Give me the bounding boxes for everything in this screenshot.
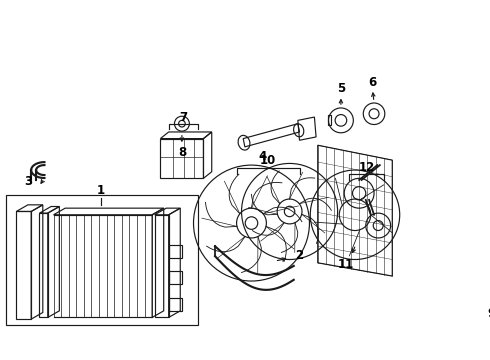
Text: 12: 12	[359, 161, 375, 174]
Text: 5: 5	[337, 82, 345, 95]
Text: 10: 10	[260, 154, 276, 167]
Text: 7: 7	[179, 111, 188, 123]
Text: 11: 11	[338, 258, 354, 271]
Text: 6: 6	[368, 76, 376, 89]
Text: 9: 9	[488, 307, 490, 320]
Text: 8: 8	[178, 146, 186, 159]
Text: 1: 1	[97, 184, 105, 197]
Text: 3: 3	[24, 175, 32, 188]
Text: 2: 2	[295, 249, 304, 262]
Text: 4: 4	[258, 150, 267, 163]
